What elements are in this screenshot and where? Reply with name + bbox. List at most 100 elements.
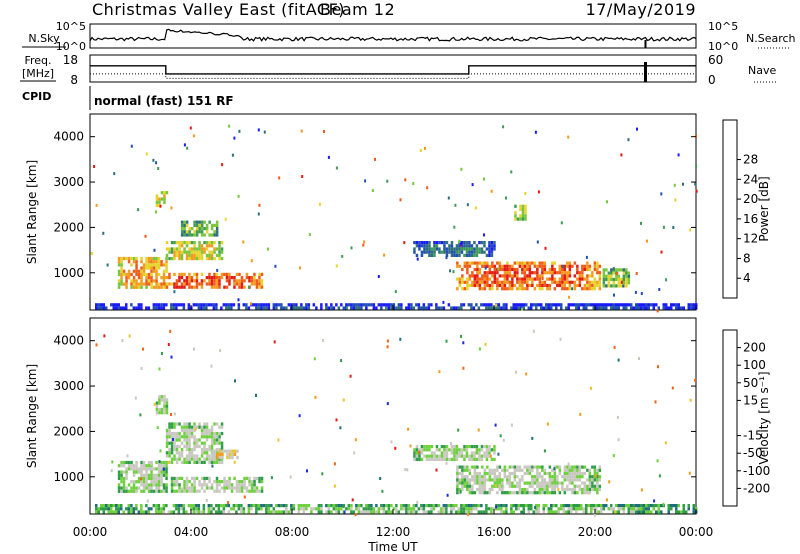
- velocity-cell: [172, 504, 176, 508]
- velocity-cell: [435, 468, 438, 472]
- velocity-cell: [664, 441, 667, 445]
- velocity-cell: [423, 454, 426, 458]
- power-cell: [612, 284, 616, 288]
- power-cell: [538, 261, 542, 265]
- power-cell: [508, 280, 512, 284]
- power-cell: [120, 263, 123, 267]
- power-cell: [405, 306, 408, 310]
- power-cell: [452, 270, 455, 274]
- velocity-cell: [488, 478, 492, 482]
- velocity-cell: [518, 487, 522, 492]
- power-cell: [519, 207, 522, 212]
- power-cell: [262, 306, 266, 310]
- velocity-cell: [468, 445, 471, 449]
- power-cell: [152, 266, 156, 270]
- power-cell: [561, 271, 564, 275]
- power-cell: [122, 256, 126, 261]
- time-tick-label: 00:00: [73, 525, 108, 539]
- power-cell: [428, 244, 431, 248]
- velocity-cell: [571, 487, 574, 492]
- velocity-cell: [682, 510, 685, 514]
- velocity-cell: [183, 435, 186, 439]
- velocity-cell: [455, 451, 459, 455]
- power-cell: [552, 303, 555, 307]
- power-cell: [497, 306, 501, 310]
- velocity-cell: [598, 465, 602, 469]
- velocity-cell: [260, 489, 264, 493]
- velocity-cell: [473, 481, 477, 485]
- power-cell: [563, 283, 567, 288]
- velocity-cell: [587, 504, 590, 508]
- power-cell: [610, 303, 613, 307]
- velocity-cell: [586, 491, 589, 495]
- power-cell: [215, 285, 219, 289]
- velocity-cell: [585, 504, 588, 508]
- power-cell: [90, 252, 93, 255]
- power-cell: [193, 223, 196, 227]
- time-axis: 00:00 04:00 08:00 12:00 16:00 20:00 00:00: [73, 525, 714, 539]
- velocity-cell: [100, 507, 103, 511]
- velocity-cell: [225, 486, 229, 490]
- power-cell: [583, 267, 587, 272]
- velocity-cell: [546, 484, 549, 488]
- velocity-cell: [463, 454, 466, 458]
- power-cell: [352, 303, 356, 307]
- power-cell: [221, 163, 224, 167]
- velocity-cell: [357, 510, 361, 514]
- velocity-cell: [175, 460, 179, 464]
- power-cell: [155, 210, 157, 214]
- power-cell: [553, 277, 557, 281]
- velocity-cell: [208, 457, 211, 461]
- power-cell: [215, 279, 219, 283]
- power-cell: [458, 277, 462, 281]
- power-cell: [627, 303, 630, 307]
- power-cell: [443, 250, 446, 254]
- velocity-cell: [656, 459, 659, 463]
- velocity-cell: [205, 422, 209, 426]
- cpid-label: CPID: [22, 90, 51, 103]
- power-cell: [200, 285, 204, 289]
- velocity-cell: [675, 507, 678, 511]
- power-cell: [177, 303, 181, 307]
- velocity-cell: [640, 510, 643, 514]
- power-cell: [243, 279, 246, 283]
- velocity-cell: [140, 464, 143, 468]
- velocity-cell: [675, 510, 678, 514]
- velocity-cell: [571, 471, 574, 476]
- velocity-cell: [566, 468, 569, 472]
- power-cell: [299, 266, 301, 270]
- power-cell: [585, 255, 588, 259]
- velocity-cell: [97, 510, 100, 514]
- power-cell: [120, 306, 123, 310]
- power-cell: [568, 264, 572, 268]
- velocity-cell: [477, 504, 481, 508]
- power-cell: [692, 306, 695, 310]
- power-cell: [523, 261, 527, 265]
- velocity-cell: [290, 510, 293, 514]
- velocity-cell: [205, 448, 209, 452]
- power-cell: [147, 266, 151, 270]
- velocity-cell: [215, 422, 219, 426]
- power-cell: [585, 303, 588, 307]
- power-cell: [238, 272, 241, 276]
- power-cell: [233, 279, 236, 283]
- power-cell: [377, 275, 380, 278]
- power-cell: [615, 284, 618, 288]
- velocity-cell: [194, 427, 197, 431]
- velocity-cell: [542, 504, 545, 508]
- velocity-cell: [215, 476, 219, 480]
- power-cell: [622, 281, 626, 285]
- power-cell: [543, 267, 547, 272]
- velocity-cell: [185, 422, 189, 426]
- power-cell: [460, 250, 464, 254]
- velocity-cell: [485, 510, 488, 514]
- velocity-cell: [205, 438, 209, 442]
- velocity-cell: [208, 435, 211, 439]
- velocity-cell: [173, 454, 176, 458]
- power-cell: [478, 287, 482, 291]
- power-cell: [523, 271, 527, 275]
- power-cell: [581, 271, 584, 275]
- velocity-cell: [307, 504, 311, 508]
- velocity-cell: [578, 468, 582, 472]
